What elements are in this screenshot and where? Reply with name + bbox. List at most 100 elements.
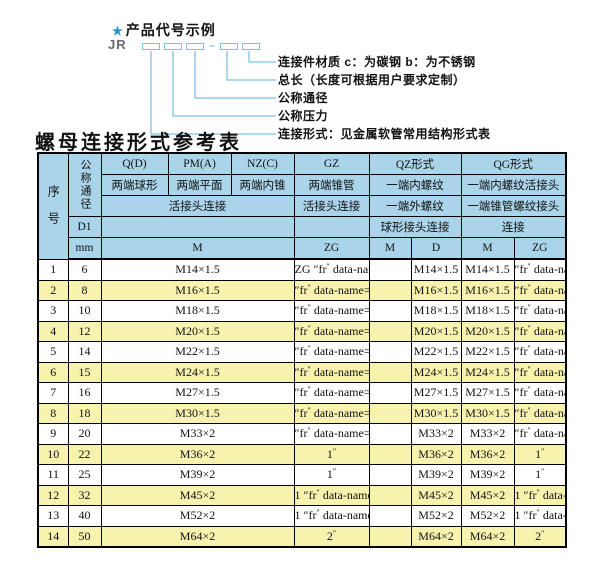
inch-mark: ″ [332, 446, 337, 456]
table-cell: M45×2 [100, 484, 295, 506]
header-mm: mm [67, 237, 102, 260]
table-cell: M64×2 [100, 525, 295, 548]
header-pm-desc: 两端平面 [167, 174, 232, 196]
inch-mark: ″ [307, 323, 311, 333]
inch-mark: ″ [527, 405, 531, 415]
inch-mark: ″ [294, 282, 300, 297]
table-cell: M16×1.5 [100, 279, 295, 301]
inch-mark: ″ [527, 344, 531, 354]
table-cell: ″fr″ data-name=″fraction″ data-interacta… [513, 320, 567, 342]
table-cell: 4 [37, 320, 69, 342]
table-cell: M64×2 [410, 525, 462, 548]
inch-mark: ″ [307, 282, 311, 292]
inch-mark: ″ [527, 323, 531, 333]
table-cell: ZG ″fr″ data-name=″fraction″ data-intera… [293, 258, 370, 281]
table-cell: ″fr″ data-name=″fraction″ data-interacta… [513, 382, 567, 404]
table-cell: 50 [67, 525, 102, 548]
table-cell: M33×2 [460, 423, 515, 445]
header-zg1: ZG [293, 237, 370, 260]
table-cell [368, 382, 412, 404]
inch-mark: ″ [536, 487, 540, 497]
inch-mark: ″ [527, 426, 531, 436]
table-cell: 40 [67, 505, 102, 527]
table-cell: 14 [37, 525, 69, 548]
inch-mark: ″ [307, 344, 311, 354]
table-cell: M52×2 [460, 505, 515, 527]
table-cell: M24×1.5 [460, 361, 515, 383]
table-cell: 13 [37, 505, 69, 527]
table-cell: M16×1.5 [460, 279, 515, 301]
column-header-gz: GZ [293, 152, 370, 175]
table-cell: ″fr″ data-name=″fraction″ data-interacta… [293, 300, 370, 322]
table-cell: M18×1.5 [100, 300, 295, 322]
header-gz-connection: 活接头连接 [293, 195, 370, 217]
code-box [186, 43, 204, 50]
inch-mark: ″ [294, 385, 300, 400]
table-cell [368, 320, 412, 342]
inch-mark: ″ [303, 487, 309, 502]
table-cell: ″fr″ data-name=″fraction″ data-interacta… [513, 361, 567, 383]
inch-mark: ″ [294, 364, 300, 379]
diagram-heading-text: 产品代号示例 [125, 22, 216, 38]
table-cell: ″fr″ data-name=″fraction″ data-interacta… [513, 300, 567, 322]
header-d1: D1 [67, 216, 102, 238]
inch-mark: ″ [536, 508, 540, 518]
inch-mark: ″ [541, 446, 545, 456]
inch-mark: ″ [514, 262, 520, 277]
inch-mark: ″ [523, 508, 529, 523]
inch-mark: ″ [514, 426, 520, 441]
table-row: 14 50 M64×2 2″ M64×2 M64×2 2″ [37, 525, 567, 548]
inch-mark: ″ [307, 303, 311, 313]
column-header-seq: 序号 [37, 152, 69, 260]
table-header: 序号 公称通径 Q(D) PM(A) NZ(C) GZ QZ形式 QG形式 两端… [37, 152, 567, 260]
inch-mark: ″ [294, 405, 300, 420]
header-q-desc: 两端球形 [100, 174, 169, 196]
inch-mark: ″ [332, 467, 337, 477]
header-qg-desc1: 一端内螺纹活接头 [460, 174, 567, 196]
inch-mark: ″ [303, 508, 309, 523]
diagram-label-material: 连接件材质 c：为碳钢 b：为不锈钢 [278, 55, 476, 69]
table-cell: 5 [37, 341, 69, 363]
table-cell: ″fr″ data-name=″fraction″ data-interacta… [513, 258, 567, 281]
table-cell: ″fr″ data-name=″fraction″ data-interacta… [513, 423, 567, 445]
table-cell: 22 [67, 443, 102, 465]
header-m3: M [460, 237, 515, 260]
header-m1: M [100, 237, 295, 260]
table-cell: M39×2 [100, 464, 295, 486]
header-qz-desc1: 一端内螺纹 [368, 174, 462, 196]
table-cell: 1″ [513, 464, 567, 486]
table-cell: M30×1.5 [460, 402, 515, 424]
table-cell: M52×2 [100, 505, 295, 527]
table-cell: M22×1.5 [410, 341, 462, 363]
column-header-nominal-diameter: 公称通径 [67, 152, 102, 217]
table-cell: ″fr″ data-name=″fraction″ data-interacta… [293, 279, 370, 301]
table-cell [368, 258, 412, 281]
inch-mark: ″ [316, 508, 320, 518]
table-cell: M18×1.5 [460, 300, 515, 322]
table-cell: 1″ [513, 443, 567, 465]
table-cell [368, 464, 412, 486]
header-m2: M [368, 237, 412, 260]
code-boxes: – [142, 41, 260, 52]
inch-mark: ″ [514, 364, 520, 379]
header-nz-desc: 两端内锥 [230, 174, 295, 196]
inch-mark: ″ [514, 282, 520, 297]
inch-mark: ″ [307, 385, 311, 395]
table-cell: 32 [67, 484, 102, 506]
table-cell: M45×2 [410, 484, 462, 506]
inch-mark: ″ [326, 262, 330, 272]
table-cell: M22×1.5 [100, 341, 295, 363]
table-cell: M36×2 [460, 443, 515, 465]
table-cell: 12 [67, 320, 102, 342]
table-title: 螺母连接形式参考表 [35, 132, 242, 154]
table-cell: 10 [67, 300, 102, 322]
code-box [242, 43, 260, 50]
table-cell: 9 [37, 423, 69, 445]
table-cell: ″fr″ data-name=″fraction″ data-interacta… [293, 341, 370, 363]
